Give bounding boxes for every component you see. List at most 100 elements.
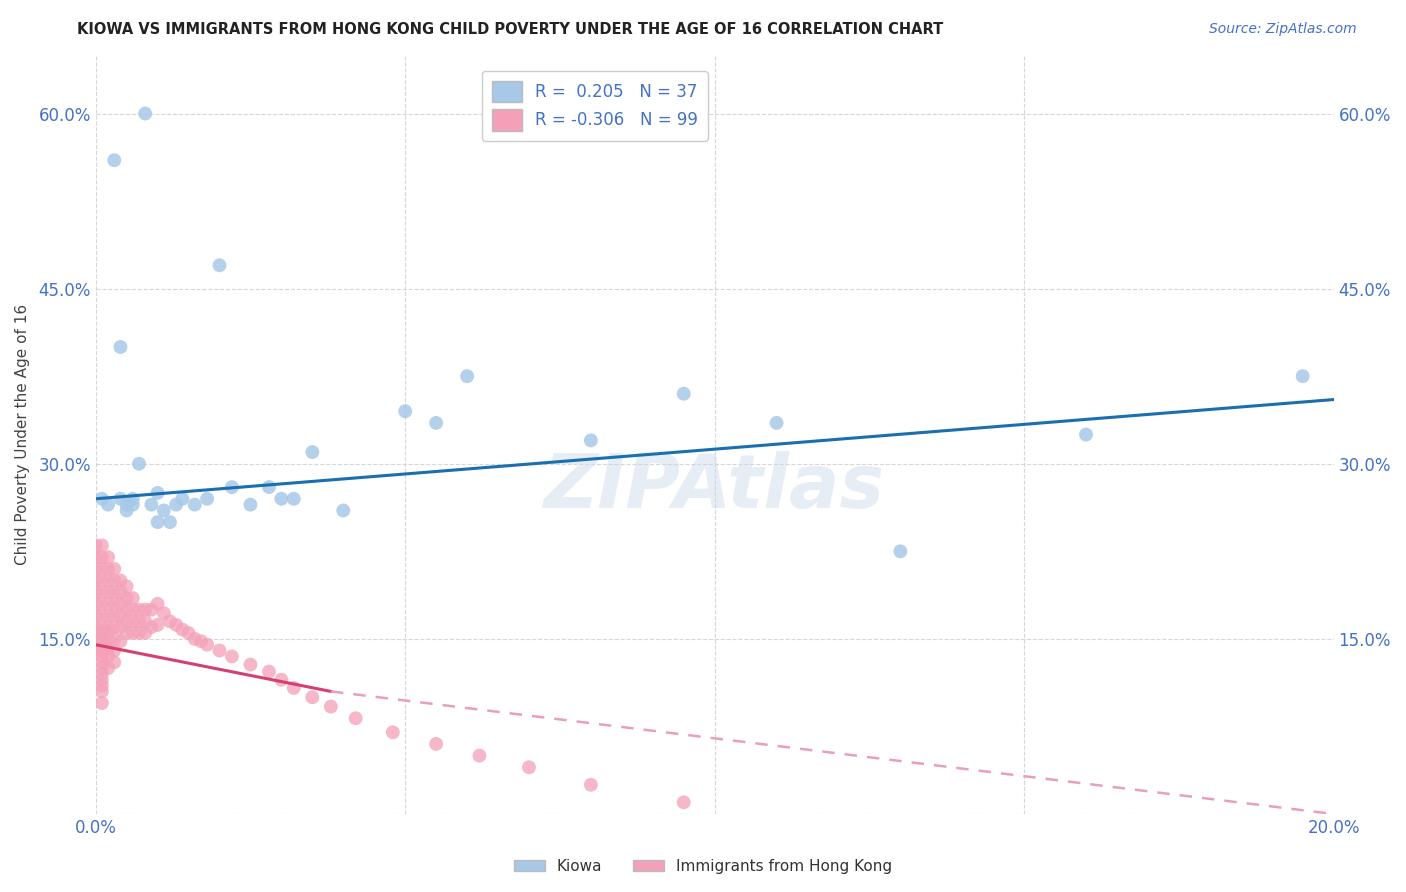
Point: [115, 615, 138, 629]
Point: [128, 615, 150, 629]
Point: [141, 620, 163, 634]
Point: [110, 574, 132, 588]
Point: [97, 661, 120, 675]
Point: [301, 690, 323, 705]
Point: [90, 638, 112, 652]
Legend: Kiowa, Immigrants from Hong Kong: Kiowa, Immigrants from Hong Kong: [508, 853, 898, 880]
Point: [90, 539, 112, 553]
Point: [84, 585, 107, 599]
Text: KIOWA VS IMMIGRANTS FROM HONG KONG CHILD POVERTY UNDER THE AGE OF 16 CORRELATION: KIOWA VS IMMIGRANTS FROM HONG KONG CHILD…: [77, 22, 943, 37]
Point: [239, 498, 262, 512]
Point: [97, 498, 120, 512]
Point: [1292, 369, 1315, 384]
Y-axis label: Child Poverty Under the Age of 16: Child Poverty Under the Age of 16: [15, 304, 30, 566]
Point: [765, 416, 787, 430]
Point: [90, 608, 112, 623]
Point: [115, 503, 138, 517]
Point: [121, 498, 143, 512]
Point: [90, 696, 112, 710]
Point: [90, 673, 112, 687]
Point: [195, 638, 218, 652]
Point: [283, 491, 305, 506]
Legend: R =  0.205   N = 37, R = -0.306   N = 99: R = 0.205 N = 37, R = -0.306 N = 99: [482, 71, 707, 141]
Point: [165, 618, 187, 632]
Point: [84, 562, 107, 576]
Point: [90, 679, 112, 693]
Point: [425, 416, 447, 430]
Point: [110, 608, 132, 623]
Point: [672, 795, 695, 809]
Point: [90, 585, 112, 599]
Point: [97, 620, 120, 634]
Point: [319, 699, 342, 714]
Point: [103, 620, 125, 634]
Point: [103, 632, 125, 646]
Point: [90, 649, 112, 664]
Point: [152, 606, 174, 620]
Point: [84, 550, 107, 565]
Point: [394, 404, 416, 418]
Point: [165, 498, 187, 512]
Point: [146, 597, 169, 611]
Point: [468, 748, 491, 763]
Point: [90, 632, 112, 646]
Point: [579, 434, 602, 448]
Point: [110, 597, 132, 611]
Point: [134, 626, 156, 640]
Point: [128, 626, 150, 640]
Point: [90, 620, 112, 634]
Point: [159, 515, 181, 529]
Point: [84, 574, 107, 588]
Point: [110, 340, 132, 354]
Point: [84, 643, 107, 657]
Point: [257, 480, 280, 494]
Point: [90, 655, 112, 669]
Point: [172, 491, 194, 506]
Point: [146, 486, 169, 500]
Text: Source: ZipAtlas.com: Source: ZipAtlas.com: [1209, 22, 1357, 37]
Point: [579, 778, 602, 792]
Point: [97, 597, 120, 611]
Point: [90, 574, 112, 588]
Point: [121, 626, 143, 640]
Point: [425, 737, 447, 751]
Point: [672, 386, 695, 401]
Point: [84, 597, 107, 611]
Point: [90, 661, 112, 675]
Point: [146, 618, 169, 632]
Point: [134, 615, 156, 629]
Point: [141, 603, 163, 617]
Point: [159, 615, 181, 629]
Point: [97, 641, 120, 656]
Point: [84, 539, 107, 553]
Point: [115, 591, 138, 605]
Point: [90, 666, 112, 681]
Point: [177, 626, 200, 640]
Point: [221, 649, 243, 664]
Point: [128, 457, 150, 471]
Point: [103, 643, 125, 657]
Point: [208, 643, 231, 657]
Point: [90, 626, 112, 640]
Point: [90, 550, 112, 565]
Point: [134, 603, 156, 617]
Point: [121, 491, 143, 506]
Point: [97, 608, 120, 623]
Point: [115, 579, 138, 593]
Point: [332, 503, 354, 517]
Point: [103, 574, 125, 588]
Point: [103, 153, 125, 168]
Point: [183, 498, 205, 512]
Point: [381, 725, 404, 739]
Point: [121, 603, 143, 617]
Point: [90, 643, 112, 657]
Point: [456, 369, 478, 384]
Point: [110, 634, 132, 648]
Point: [90, 684, 112, 698]
Point: [195, 491, 218, 506]
Point: [208, 258, 231, 272]
Point: [97, 550, 120, 565]
Point: [257, 665, 280, 679]
Point: [141, 498, 163, 512]
Point: [84, 608, 107, 623]
